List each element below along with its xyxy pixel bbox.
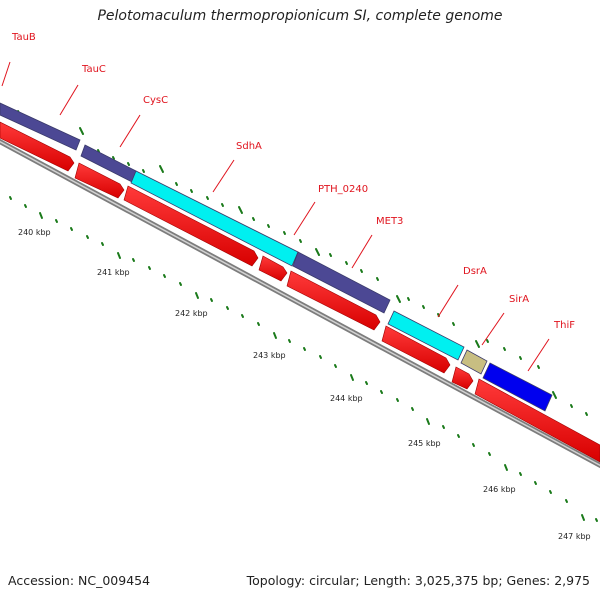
cds-arrow-3: [123, 185, 259, 267]
map-title: Pelotomaculum thermopropionicum SI, comp…: [97, 8, 503, 24]
cds-track-forward: [0, 121, 600, 463]
feature-block-thif: [482, 362, 553, 412]
cds-arrow-8: [474, 378, 600, 463]
feature-block-sira: [460, 349, 488, 375]
genome-backbone: [0, 138, 600, 469]
accession-text: Accession: NC_009454: [8, 573, 151, 588]
feature-block-dsra: [387, 310, 465, 361]
gene-leader-line-taub: [1, 61, 11, 87]
gene-leader-line-tauc: [59, 84, 79, 116]
gene-leader-line-dsra: [437, 284, 459, 318]
cds-arrow-7: [451, 366, 474, 390]
cds-arrow-2: [74, 162, 125, 199]
gene-label-pth_0240[interactable]: PTH_0240: [318, 184, 368, 195]
ruler-label: 245 kbp: [408, 439, 441, 448]
gene-labels: TauB TauC CysC SdhA PTH_0240 MET3 DsrA SirA ThiF: [1, 32, 575, 372]
gene-label-met3[interactable]: MET3: [376, 216, 403, 227]
cds-arrow-6: [381, 325, 451, 374]
gene-label-dsra[interactable]: DsrA: [463, 266, 487, 277]
feature-block-cysc-sdha: [130, 170, 299, 267]
ruler-label: 247 kbp: [558, 532, 591, 541]
ruler-label: 241 kbp: [97, 268, 130, 277]
ruler-labels: 240 kbp 241 kbp 242 kbp 243 kbp 244 kbp 245 k…: [18, 228, 591, 541]
gene-leader-line-sdha: [212, 159, 235, 193]
feature-track-colored: [0, 102, 553, 412]
ruler-label: 244 kbp: [330, 394, 363, 403]
cds-arrow-4: [258, 255, 288, 282]
ruler-ticks: [9, 196, 598, 522]
ruler-label: 243 kbp: [253, 351, 286, 360]
feature-block-pth0240-met3: [292, 251, 391, 314]
gene-label-tauc[interactable]: TauC: [81, 64, 106, 75]
ruler-label: 242 kbp: [175, 309, 208, 318]
genome-summary-text: Topology: circular; Length: 3,025,375 bp…: [246, 573, 590, 588]
feature-block-taub: [0, 102, 81, 151]
ruler-label: 240 kbp: [18, 228, 51, 237]
gene-label-sira[interactable]: SirA: [509, 294, 529, 305]
gene-label-cysc[interactable]: CysC: [143, 95, 168, 106]
cds-arrow-5: [286, 270, 381, 331]
gene-leader-line-cysc: [119, 114, 141, 148]
gene-leader-line-sira: [481, 312, 505, 346]
gene-label-sdha[interactable]: SdhA: [236, 141, 262, 152]
gene-leader-line-met3: [351, 234, 373, 269]
gene-leader-line-thif: [527, 338, 550, 372]
ruler-label: 246 kbp: [483, 485, 516, 494]
gene-label-taub[interactable]: TauB: [11, 32, 36, 43]
gene-leader-line-pth_0240: [293, 201, 316, 236]
gene-label-thif[interactable]: ThiF: [553, 320, 575, 331]
cds-arrow-1: [0, 121, 75, 172]
